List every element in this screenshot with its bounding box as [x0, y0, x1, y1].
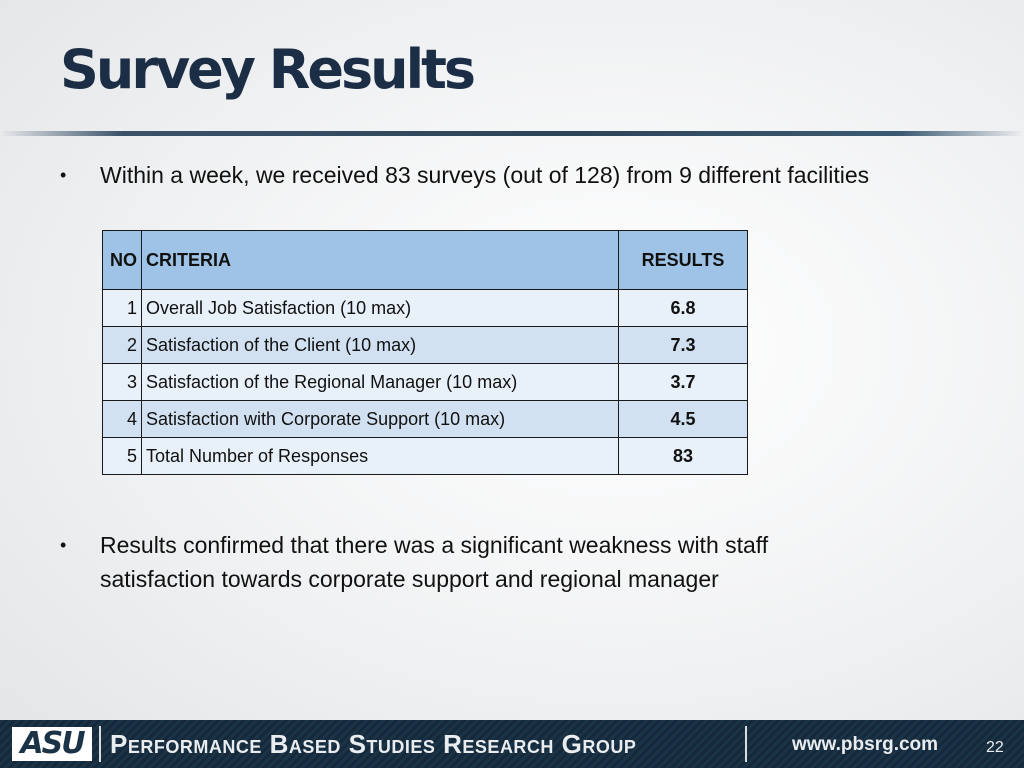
bullet-text-line-1: Results confirmed that there was a signi… [100, 532, 769, 558]
row-number: 5 [102, 437, 142, 475]
organization-name: Performance Based Studies Research Group [110, 729, 637, 759]
website-link[interactable]: www.pbsrg.com [792, 734, 939, 755]
row-number: 2 [102, 326, 142, 364]
bullet-item: • Results confirmed that there was a sig… [60, 528, 920, 598]
bullet-item: • Within a week, we received 83 surveys … [60, 158, 1000, 192]
bullet-text: Within a week, we received 83 surveys (o… [100, 162, 870, 188]
table-row: 3 Satisfaction of the Regional Manager (… [102, 363, 748, 401]
row-criteria: Satisfaction with Corporate Support (10 … [141, 400, 619, 438]
row-result: 3.7 [618, 363, 748, 401]
table-row: 2 Satisfaction of the Client (10 max) 7.… [102, 326, 748, 364]
row-number: 3 [102, 363, 142, 401]
slide-title: Survey Results [60, 38, 476, 101]
row-criteria: Total Number of Responses [141, 437, 619, 475]
page-number: 22 [986, 739, 1004, 756]
table-row: 5 Total Number of Responses 83 [102, 437, 748, 475]
row-criteria: Overall Job Satisfaction (10 max) [141, 289, 619, 327]
table-row: 4 Satisfaction with Corporate Support (1… [102, 400, 748, 438]
results-table: NO CRITERIA RESULTS 1 Overall Job Satisf… [102, 230, 748, 475]
row-criteria: Satisfaction of the Regional Manager (10… [141, 363, 619, 401]
row-result: 7.3 [618, 326, 748, 364]
row-result: 6.8 [618, 289, 748, 327]
row-number: 4 [102, 400, 142, 438]
asu-logo: ASU [12, 727, 92, 761]
bullet-text-line-2: satisfaction towards corporate support a… [100, 566, 719, 592]
row-criteria: Satisfaction of the Client (10 max) [141, 326, 619, 364]
row-result: 83 [618, 437, 748, 475]
row-result: 4.5 [618, 400, 748, 438]
footer-bar: ASU Performance Based Studies Research G… [0, 720, 1024, 768]
row-number: 1 [102, 289, 142, 327]
header-criteria: CRITERIA [141, 230, 619, 290]
header-results: RESULTS [618, 230, 748, 290]
table-row: 1 Overall Job Satisfaction (10 max) 6.8 [102, 289, 748, 327]
table-header-row: NO CRITERIA RESULTS [102, 230, 748, 290]
footer-divider [99, 726, 101, 762]
title-divider [0, 131, 1024, 136]
header-no: NO [102, 230, 142, 290]
bullet-glyph: • [60, 165, 67, 185]
footer-divider [745, 726, 747, 762]
bullet-glyph: • [60, 535, 67, 555]
